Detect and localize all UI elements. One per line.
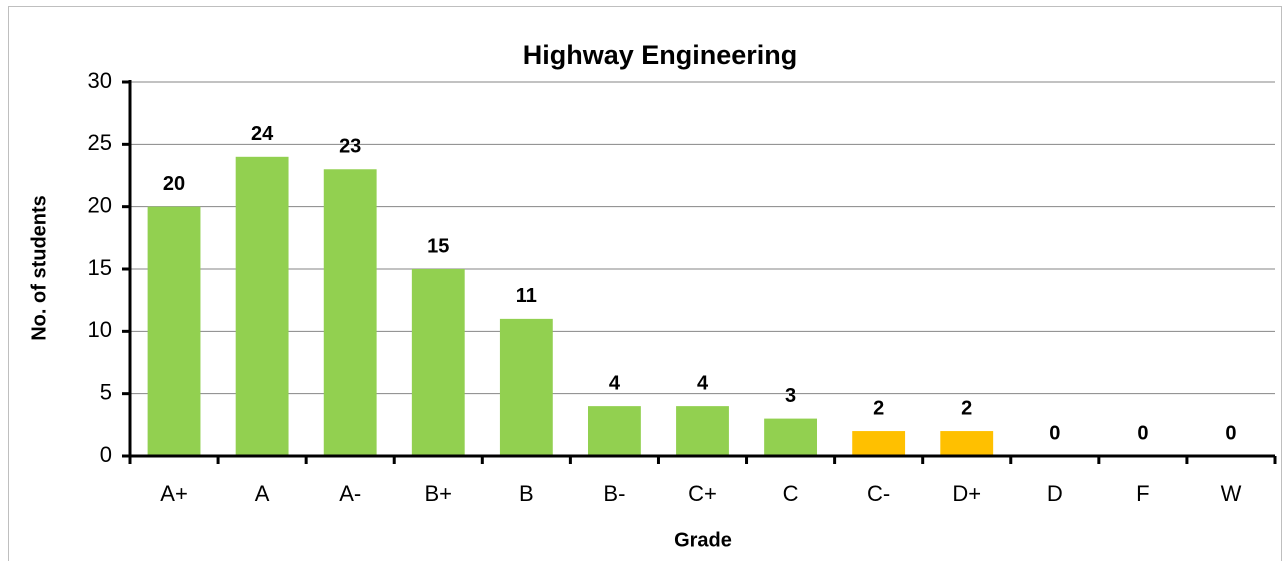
x-tick-label: B (519, 481, 534, 506)
data-label: 4 (697, 372, 709, 394)
x-tick-label: B- (603, 481, 625, 506)
x-axis-title: Grade (674, 529, 732, 551)
bar (676, 406, 729, 456)
bar (940, 431, 994, 456)
data-label: 3 (785, 385, 796, 407)
data-label: 0 (1137, 422, 1148, 444)
data-label: 0 (1225, 422, 1236, 444)
x-tick-label: D+ (952, 481, 981, 506)
data-label: 23 (339, 136, 361, 158)
data-label: 15 (427, 235, 449, 257)
x-tick-label: C- (867, 481, 890, 506)
x-tick-label: C+ (688, 481, 717, 506)
bar (147, 206, 201, 456)
y-tick-label: 10 (88, 317, 112, 342)
data-label: 2 (873, 397, 884, 419)
x-tick-label: W (1221, 481, 1242, 506)
bar (411, 269, 465, 456)
x-tick-label: D (1047, 481, 1063, 506)
x-tick-label: A (255, 481, 270, 506)
data-label: 20 (163, 173, 185, 195)
x-tick-label: F (1136, 481, 1149, 506)
y-tick-label: 15 (88, 255, 112, 280)
bar (235, 156, 289, 457)
y-tick-label: 25 (88, 130, 112, 155)
x-tick-label: A- (339, 481, 361, 506)
y-tick-label: 30 (88, 68, 112, 93)
y-tick-label: 0 (100, 442, 112, 467)
data-label: 4 (609, 372, 621, 394)
x-tick-label: B+ (425, 481, 453, 506)
y-axis-title: No. of students (28, 195, 50, 341)
data-label: 2 (961, 397, 972, 419)
x-tick-label: C (783, 481, 799, 506)
chart-frame (8, 6, 1282, 561)
bar (852, 431, 906, 456)
data-label: 24 (251, 123, 274, 145)
bar (499, 318, 553, 456)
bar (588, 406, 641, 456)
y-tick-label: 5 (100, 379, 112, 404)
x-tick-label: A+ (160, 481, 188, 506)
chart-title: Highway Engineering (523, 40, 798, 70)
data-label: 11 (516, 285, 537, 307)
y-tick-label: 20 (88, 192, 112, 217)
bar (764, 418, 817, 456)
bar (323, 169, 377, 456)
data-label: 0 (1049, 422, 1060, 444)
